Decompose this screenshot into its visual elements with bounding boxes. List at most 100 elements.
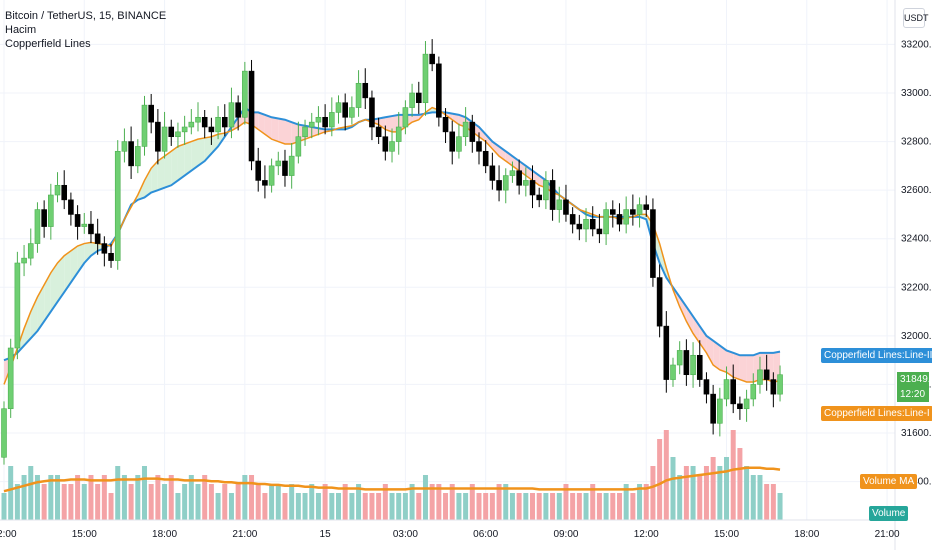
band-fill-segment <box>532 170 540 186</box>
volume-bar <box>523 493 529 520</box>
volume-bar <box>208 484 214 520</box>
volume-ma-tag: Volume MA <box>860 474 918 489</box>
volume-bar <box>657 439 663 520</box>
band-fill-segment <box>693 316 700 344</box>
y-tick-label: 33200.00 <box>901 39 932 50</box>
band-fill-segment <box>144 168 152 198</box>
y-tick-label: 33000.00 <box>901 88 932 99</box>
volume-bar <box>744 466 750 520</box>
grid <box>0 0 895 520</box>
candle-body <box>302 126 308 138</box>
currency-button[interactable]: USDT <box>903 8 929 28</box>
candle-body <box>322 116 328 128</box>
candle-body <box>74 214 81 227</box>
candle-body <box>181 126 188 133</box>
band-fill-segment <box>151 161 158 193</box>
volume-bar <box>489 493 495 520</box>
volume-bar <box>95 484 101 520</box>
candle-body <box>456 136 462 152</box>
candle-body <box>41 209 47 227</box>
volume-bar <box>269 484 275 520</box>
candle-body <box>81 223 88 227</box>
volume-bar <box>556 493 562 520</box>
volume-bar <box>583 493 589 520</box>
volume-bar <box>168 475 174 520</box>
time-axis[interactable]: 12:00 15:00 18:00 21:00 15 03:00 06:00 09:00 12:… <box>0 529 900 540</box>
volume-ma-line <box>3 466 781 493</box>
volume-bar <box>101 475 107 520</box>
symbol-title[interactable]: Bitcoin / TetherUS, 15, BINANCE <box>5 10 167 22</box>
volume-bar <box>737 448 743 520</box>
candle-body <box>221 116 228 128</box>
volume-bar <box>41 484 47 520</box>
band-fill-segment <box>485 134 493 149</box>
candle-body <box>395 126 402 142</box>
volume-bar <box>764 484 770 520</box>
candle-body <box>723 379 730 400</box>
candle-body <box>482 150 489 167</box>
band-fill-segment <box>90 242 98 256</box>
band-fill-segment <box>719 345 727 373</box>
volume-bar <box>88 475 94 520</box>
copperfield-indicator-label[interactable]: Copperfield Lines <box>5 38 91 50</box>
candle-body <box>409 92 415 108</box>
candle-body <box>155 121 161 152</box>
candle-body <box>188 121 195 128</box>
candle-body <box>362 82 369 99</box>
volume-bar <box>616 493 622 520</box>
volume-bar <box>690 466 696 520</box>
band-fill-segment <box>24 311 31 346</box>
candle-body <box>462 121 469 138</box>
band-fill-segment <box>70 246 78 283</box>
volume-bar <box>570 493 576 520</box>
candle-body <box>148 104 154 123</box>
volume-bar <box>302 493 308 520</box>
candle-body <box>61 184 68 201</box>
candle-body <box>21 257 27 264</box>
band-fill-segment <box>171 146 178 186</box>
candle-body <box>529 180 536 196</box>
candle-body <box>88 223 94 235</box>
candle-body <box>27 243 34 259</box>
candle-body <box>429 53 435 65</box>
band-fill-segment <box>686 306 694 334</box>
volume-bar <box>724 457 730 520</box>
volume-bar <box>68 484 74 520</box>
candle-body <box>750 384 757 400</box>
volume-bar <box>195 484 201 520</box>
candle-body <box>422 53 429 104</box>
volume-bar <box>416 493 422 520</box>
volume-bar <box>228 493 234 520</box>
volume-bar <box>443 493 449 520</box>
volume-bar <box>422 475 428 520</box>
band-fill-segment <box>211 134 219 154</box>
volume-bar <box>315 493 321 520</box>
x-tick-label: 09:00 <box>553 529 578 540</box>
candle-body <box>623 209 629 225</box>
band-fill-segment <box>679 297 687 322</box>
candle-body <box>201 116 208 128</box>
volume-bar <box>162 484 168 520</box>
volume-bar <box>55 475 61 520</box>
candle-body <box>248 70 255 162</box>
candle-body <box>442 116 449 133</box>
volume-bar <box>14 484 20 520</box>
candle-body <box>569 214 576 225</box>
volume-indicator-label[interactable]: Hacim <box>5 24 37 36</box>
candle-body <box>282 160 288 176</box>
volume-bar <box>503 484 509 520</box>
volume-bar <box>730 430 736 520</box>
candle-body <box>696 354 703 380</box>
volume-bar <box>235 484 241 520</box>
candle-body <box>288 155 295 176</box>
volume-bar <box>630 493 636 520</box>
candle-body <box>469 121 476 142</box>
candle-body <box>34 209 41 244</box>
candle-body <box>596 228 603 235</box>
volume-bar <box>175 493 181 520</box>
x-tick-label: 18:00 <box>794 529 819 540</box>
volume-bar <box>322 484 328 520</box>
candle-body <box>636 204 643 215</box>
volume-bar <box>382 484 388 520</box>
